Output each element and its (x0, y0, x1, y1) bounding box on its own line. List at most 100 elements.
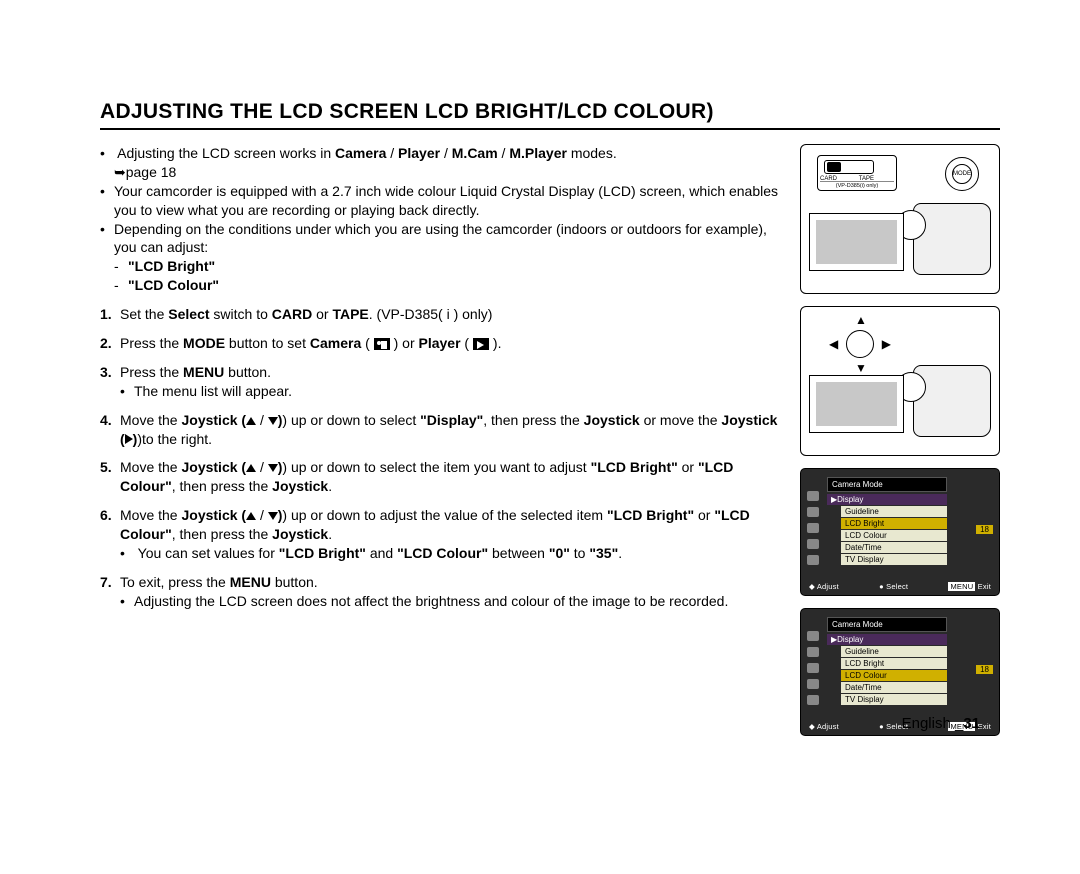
menu-value: 18 (976, 665, 993, 674)
bold-text: Joystick ( (181, 507, 246, 523)
arrow-down-icon: ▼ (855, 361, 867, 375)
camcorder-lcd-icon (809, 213, 904, 271)
menu-header: Camera Mode (827, 617, 947, 632)
intro-item: Depending on the conditions under which … (114, 220, 780, 258)
step-item: Set the Select switch to CARD or TAPE. (… (100, 305, 780, 324)
inner-item: The menu list will appear. (134, 382, 780, 401)
menu-section: ▶Display (827, 494, 947, 505)
inner-item: Adjusting the LCD screen does not affect… (134, 592, 780, 611)
menu-iconbar (807, 631, 821, 705)
content-row: Adjusting the LCD screen works in Camera… (100, 144, 1000, 736)
text: Move the (120, 412, 181, 428)
text: button. (271, 574, 318, 590)
text: or (312, 306, 332, 322)
bold-text: MODE (183, 335, 225, 351)
up-triangle-icon (246, 417, 256, 425)
down-triangle-icon (268, 464, 278, 472)
text: , then press the (172, 526, 272, 542)
text: . (VP-D385( i ) only) (369, 306, 493, 322)
text: button to set (225, 335, 310, 351)
text: or move the (640, 412, 722, 428)
steps-list: Set the Select switch to CARD or TAPE. (… (100, 305, 780, 611)
text: or (694, 507, 714, 523)
step-item: Move the Joystick ( / )) up or down to a… (100, 506, 780, 563)
label: MODE (953, 171, 971, 177)
menu-row: Date/Time (841, 682, 947, 693)
text: modes. (567, 145, 617, 161)
intro-item: Adjusting the LCD screen works in Camera… (114, 144, 780, 182)
text: ) up or down to select (282, 412, 420, 428)
bold-text: MENU (183, 364, 224, 380)
text: / (386, 145, 398, 161)
text: , then press the (483, 412, 583, 428)
text: Adjusting the LCD screen works in (117, 145, 335, 161)
right-triangle-icon (125, 434, 133, 444)
text: Press the (120, 364, 183, 380)
bold-text: "LCD Bright" (279, 545, 366, 561)
intro-sublist: "LCD Bright" "LCD Colour" (100, 257, 780, 295)
step-item: Press the MENU button. The menu list wil… (100, 363, 780, 401)
page-title: ADJUSTING THE LCD SCREEN LCD BRIGHT/LCD … (100, 100, 1000, 130)
bold-text: Camera (335, 145, 386, 161)
menu-row: Guideline (841, 506, 947, 517)
text: . (498, 335, 502, 351)
menu-row: Guideline (841, 646, 947, 657)
menu-row: TV Display (841, 694, 947, 705)
bold-text: TAPE (332, 306, 368, 322)
figure-column: CARD TAPE (VP-D385(i) only) MODE ▲ ▼ ◀ ▶ (800, 144, 1000, 736)
text: ) up or down to adjust the value of the … (282, 507, 607, 523)
menu-row: Date/Time (841, 542, 947, 553)
step-item: Move the Joystick ( / )) up or down to s… (100, 458, 780, 496)
step-item: To exit, press the MENU button. Adjustin… (100, 573, 780, 611)
bold-text: Player (419, 335, 461, 351)
bold-text: Joystick ( (181, 459, 246, 475)
bold-text: Joystick (272, 526, 328, 542)
page-footer: English _31 (902, 715, 980, 732)
up-triangle-icon (246, 512, 256, 520)
intro-bullets: Adjusting the LCD screen works in Camera… (100, 144, 780, 257)
menu-value: 18 (976, 525, 993, 534)
text: switch to (210, 306, 272, 322)
up-triangle-icon (246, 464, 256, 472)
text: . (328, 526, 332, 542)
menu-row-selected: LCD Colour (841, 670, 947, 681)
bold-text: M.Player (509, 145, 567, 161)
bold-text: "35" (589, 545, 618, 561)
text: Move the (120, 459, 181, 475)
down-triangle-icon (268, 417, 278, 425)
text: button. (224, 364, 271, 380)
note: (VP-D385(i) only) (820, 181, 894, 189)
footer-exit: MENU Exit (948, 582, 991, 591)
camcorder-body-icon (913, 203, 991, 275)
pageref-arrow-icon: ➥ (114, 164, 126, 180)
camera-mode-icon (374, 338, 390, 350)
text: To exit, press the (120, 574, 230, 590)
menu-footer: ◆ Adjust ● Select MENU Exit (809, 582, 991, 591)
step-item: Move the Joystick ( / )) up or down to s… (100, 411, 780, 449)
bold-text: Player (398, 145, 440, 161)
bold-text: "LCD Bright" (128, 258, 215, 274)
arrow-up-icon: ▲ (855, 313, 867, 327)
text: / (440, 145, 452, 161)
manual-page: ADJUSTING THE LCD SCREEN LCD BRIGHT/LCD … (0, 0, 1080, 776)
text: / (498, 145, 510, 161)
page-number: 31 (963, 715, 980, 732)
text: to (570, 545, 589, 561)
text: . (618, 545, 622, 561)
camcorder-figure-1: CARD TAPE (VP-D385(i) only) MODE (800, 144, 1000, 294)
arrow-left-icon: ◀ (829, 337, 838, 351)
bold-text: M.Cam (452, 145, 498, 161)
sub-item: "LCD Colour" (128, 276, 780, 295)
bold-text: "LCD Colour" (397, 545, 488, 561)
card-tape-switch-icon: CARD TAPE (VP-D385(i) only) (817, 155, 897, 191)
footer-select: ● Select (879, 582, 908, 591)
inner-item: You can set values for "LCD Bright" and … (134, 544, 780, 563)
text: )to the right. (137, 431, 212, 447)
text: and (366, 545, 397, 561)
text: ) up or down to select the item you want… (282, 459, 590, 475)
text-column: Adjusting the LCD screen works in Camera… (100, 144, 780, 736)
menu-iconbar (807, 491, 821, 565)
bold-text: Joystick ( (181, 412, 246, 428)
text: Move the (120, 507, 181, 523)
footer-adjust: ◆ Adjust (809, 722, 839, 731)
